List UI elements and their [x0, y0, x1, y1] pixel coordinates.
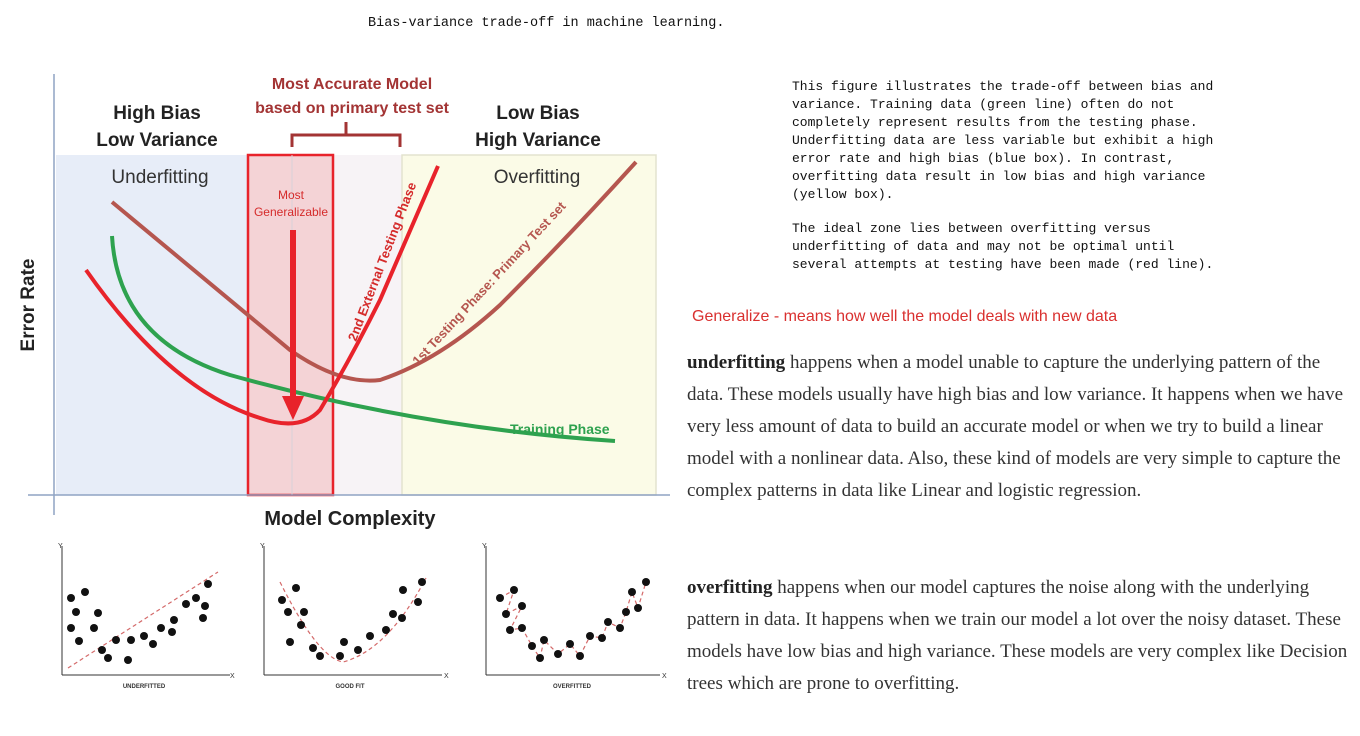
primary-test-curve: [110, 160, 638, 383]
training-phase-label: Training Phase: [510, 421, 610, 437]
overfitting-zone: [401, 154, 657, 496]
data-points: [278, 578, 426, 660]
figure-description: This figure illustrates the trade-off be…: [792, 78, 1232, 290]
good-fit-plot: Y X GOOD FIT: [260, 543, 449, 690]
generalizable-arrow-head: [282, 396, 304, 420]
plot-caption: OVERFITTED: [553, 684, 592, 690]
overfitting-text: happens when our model captures the nois…: [687, 577, 1348, 694]
plot-caption: UNDERFITTED: [123, 684, 166, 690]
generalize-note: Generalize - means how well the model de…: [692, 308, 1118, 325]
plot-y-label: Y: [260, 543, 265, 550]
fit-line: [67, 571, 219, 669]
accurate-model-bracket: [290, 122, 402, 147]
data-points: [67, 580, 212, 664]
overfitting-explanation: overfitting happens when our model captu…: [687, 572, 1359, 700]
description-para-2: The ideal zone lies between overfitting …: [792, 221, 1214, 272]
underfitting-zone: [56, 155, 248, 495]
x-axis-label: Model Complexity: [264, 508, 436, 530]
low-variance-label: Low Variance: [96, 130, 217, 151]
data-points: [496, 578, 650, 662]
training-phase-curve: [110, 235, 616, 443]
top-label-line2: based on primary test set: [255, 100, 450, 117]
overfitted-plot: Y X OVERFITTED: [482, 543, 667, 690]
top-label-line1: Most Accurate Model: [272, 76, 432, 93]
high-bias-label: High Bias: [113, 103, 201, 124]
underfitted-plot: Y X UNDERFITTED: [58, 543, 235, 690]
external-test-curve: [84, 165, 440, 426]
low-bias-label: Low Bias: [496, 103, 579, 124]
plot-y-label: Y: [482, 543, 487, 550]
underfitting-term: underfitting: [687, 352, 786, 373]
underfitting-label: Underfitting: [111, 167, 208, 188]
most-label: Most: [278, 188, 305, 202]
plot-x-label: X: [230, 673, 235, 680]
plot-y-label: Y: [58, 543, 63, 550]
generalizable-label: Generalizable: [254, 205, 328, 219]
underfitting-explanation: underfitting happens when a model unable…: [687, 347, 1359, 507]
overfitting-label: Overfitting: [494, 167, 581, 188]
plot-x-label: X: [662, 673, 667, 680]
underfitting-text: happens when a model unable to capture t…: [687, 352, 1344, 501]
description-para-1: This figure illustrates the trade-off be…: [792, 79, 1214, 202]
overfitting-term: overfitting: [687, 577, 773, 598]
y-axis-label: Error Rate: [18, 259, 39, 352]
plot-caption: GOOD FIT: [336, 684, 365, 690]
plot-x-label: X: [444, 673, 449, 680]
figure-caption: Bias-variance trade-off in machine learn…: [368, 16, 725, 31]
bias-variance-diagram: Most Accurate Model based on primary tes…: [18, 74, 670, 530]
high-variance-label: High Variance: [475, 130, 601, 151]
